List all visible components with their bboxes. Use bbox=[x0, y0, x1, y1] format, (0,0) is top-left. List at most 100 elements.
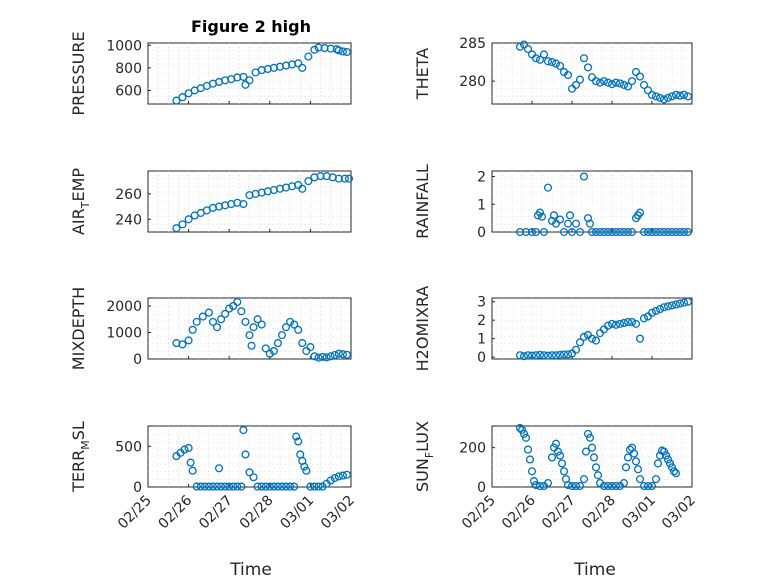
data-point bbox=[523, 45, 533, 54]
data-point bbox=[338, 47, 347, 56]
data-point bbox=[619, 318, 629, 328]
data-point bbox=[553, 447, 563, 456]
data-point bbox=[655, 305, 665, 314]
data-point bbox=[611, 78, 621, 87]
data-point bbox=[523, 445, 533, 454]
data-point bbox=[281, 323, 291, 332]
data-point bbox=[631, 319, 641, 328]
data-point bbox=[320, 44, 329, 53]
data-point bbox=[643, 227, 653, 237]
x-tick-label: 02/28 bbox=[579, 493, 619, 533]
data-point bbox=[571, 345, 581, 354]
subplot-7: 0 500 02/25 02/26 02/27 02/28 03/01 03/02 TERRMS… bbox=[69, 421, 358, 532]
data-point bbox=[310, 45, 319, 54]
x-tick-label: 02/26 bbox=[156, 492, 196, 532]
data-point bbox=[306, 343, 315, 352]
data-point bbox=[294, 59, 303, 68]
data-point bbox=[647, 90, 657, 99]
y-tick-label: 2 bbox=[477, 313, 486, 329]
data-point bbox=[575, 481, 585, 491]
data-point bbox=[204, 308, 213, 317]
data-point bbox=[281, 482, 291, 491]
data-point bbox=[186, 458, 195, 467]
data-point bbox=[229, 482, 238, 491]
data-point bbox=[253, 482, 262, 491]
data-point bbox=[563, 70, 573, 80]
data-point bbox=[619, 227, 629, 237]
data-point bbox=[611, 481, 621, 491]
data-point bbox=[671, 300, 681, 309]
data-point bbox=[661, 451, 671, 460]
data-point bbox=[184, 215, 193, 224]
data-point bbox=[314, 43, 323, 52]
data-point bbox=[651, 227, 661, 237]
data-point bbox=[198, 312, 207, 321]
data-point bbox=[338, 350, 347, 359]
data-point bbox=[611, 320, 621, 329]
data-point bbox=[651, 306, 661, 315]
y-axis-label: TERRMSL bbox=[69, 421, 92, 493]
data-point bbox=[215, 464, 224, 473]
data-point bbox=[607, 80, 617, 89]
data-point bbox=[286, 482, 295, 491]
data-point bbox=[651, 475, 661, 484]
data-point bbox=[253, 315, 262, 324]
y-axis-label-rest: SL bbox=[69, 421, 88, 440]
data-point bbox=[591, 336, 601, 345]
data-point bbox=[304, 177, 313, 186]
subplot-8: 0 200 02/25 02/26 02/27 02/28 03/01 03/02 SUNFLU… bbox=[413, 421, 699, 532]
y-axis-label: SUNFLUX bbox=[413, 421, 436, 492]
data-point bbox=[559, 350, 569, 359]
y-axis-label-subscript: F bbox=[423, 452, 436, 458]
y-tick-label: 2 bbox=[477, 170, 486, 186]
data-point bbox=[519, 429, 529, 438]
data-point bbox=[188, 325, 197, 334]
data-point bbox=[627, 227, 637, 237]
data-point bbox=[342, 470, 351, 479]
data-point bbox=[543, 479, 553, 488]
data-point bbox=[221, 482, 230, 491]
data-point bbox=[579, 475, 589, 484]
data-point bbox=[517, 425, 527, 434]
data-point bbox=[172, 224, 181, 233]
data-point bbox=[651, 92, 661, 101]
data-point bbox=[241, 80, 250, 89]
data-point bbox=[643, 481, 653, 491]
subplot-5: 0 1000 2000 MIXDEPTH bbox=[69, 287, 352, 370]
data-point bbox=[571, 481, 581, 491]
data-point bbox=[225, 482, 234, 491]
data-point bbox=[233, 297, 242, 307]
data-point bbox=[581, 447, 591, 456]
data-point bbox=[643, 86, 653, 95]
data-point bbox=[683, 297, 693, 306]
data-point bbox=[587, 227, 597, 237]
data-point bbox=[245, 76, 254, 85]
data-point bbox=[294, 437, 303, 446]
data-point bbox=[591, 77, 601, 86]
data-point bbox=[555, 451, 565, 460]
y-axis-label-rest: EMP bbox=[69, 168, 88, 202]
data-point bbox=[292, 432, 301, 441]
data-point bbox=[233, 482, 242, 491]
data-point bbox=[639, 314, 649, 323]
y-axis-label-main: H2OMIXRA bbox=[413, 286, 432, 372]
data-point bbox=[543, 57, 553, 66]
data-point bbox=[515, 42, 525, 51]
y-tick-label: 240 bbox=[115, 212, 142, 228]
y-tick-label: 0 bbox=[477, 350, 486, 366]
data-point bbox=[559, 227, 569, 237]
data-series bbox=[172, 43, 351, 105]
y-axis-label-subscript: M bbox=[79, 440, 92, 450]
y-axis-label-main: AIR bbox=[69, 208, 88, 235]
data-point bbox=[679, 227, 689, 237]
data-point bbox=[565, 211, 575, 220]
data-point bbox=[539, 50, 549, 59]
data-point bbox=[575, 227, 585, 237]
data-point bbox=[217, 482, 226, 491]
data-point bbox=[647, 308, 657, 317]
data-point bbox=[521, 433, 531, 442]
data-point bbox=[535, 208, 545, 217]
data-point bbox=[316, 172, 325, 181]
subplot-2: 280 285 THETA bbox=[413, 36, 693, 105]
data-point bbox=[611, 227, 621, 237]
